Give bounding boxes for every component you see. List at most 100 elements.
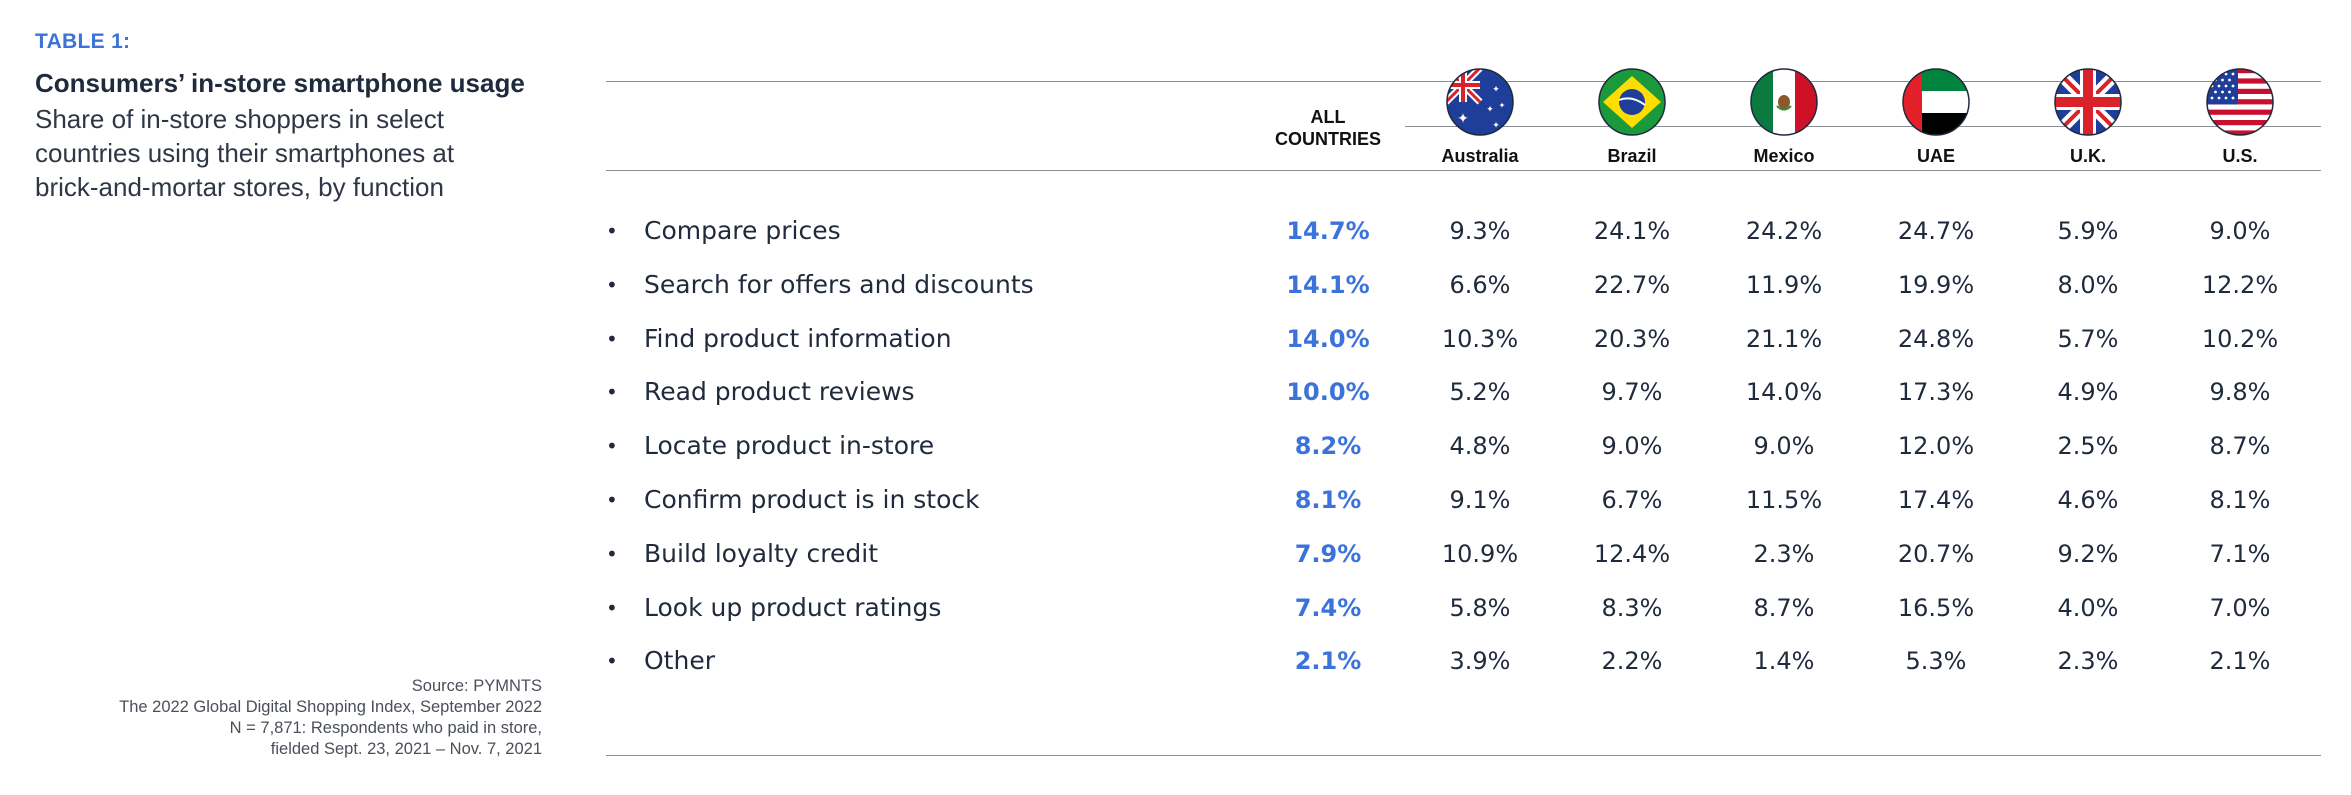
cell-all-countries: 10.0% (1286, 378, 1370, 407)
cell-country-value: 5.3% (1905, 647, 1967, 676)
cell-country-value: 21.1% (1745, 324, 1823, 353)
cell-country-value: 22.7% (1593, 270, 1671, 299)
cell-all-countries: 14.0% (1286, 324, 1370, 353)
svg-text:✦: ✦ (1499, 101, 1506, 110)
cell-country-value: 3.9% (1449, 647, 1511, 676)
brazil-flag-icon (1598, 68, 1666, 136)
cell-country-value: 9.8% (2209, 378, 2271, 407)
row-bullet: • (606, 272, 618, 297)
cell-country-value: 10.3% (1441, 324, 1519, 353)
svg-text:✦: ✦ (1457, 111, 1469, 127)
table-label: TABLE 1: (35, 30, 131, 53)
cell-country-value: 6.7% (1601, 486, 1663, 514)
row-bullet: • (606, 219, 618, 243)
cell-country-value: 24.1% (1593, 217, 1671, 245)
row-label: Look up product ratings (644, 592, 942, 622)
cell-all-countries: 8.2% (1294, 432, 1362, 461)
country-header-us: U.S. (2222, 146, 2258, 166)
cell-country-value: 1.4% (1753, 647, 1815, 676)
cell-country-value: 6.6% (1449, 270, 1511, 299)
cell-country-value: 2.3% (1753, 539, 1815, 568)
cell-country-value: 19.9% (1897, 270, 1975, 299)
source-line: fielded Sept. 23, 2021 – Nov. 7, 2021 (270, 740, 542, 758)
header-bottom-rule (606, 170, 2321, 171)
source-line: The 2022 Global Digital Shopping Index, … (119, 698, 542, 716)
uae-flag-icon (1902, 68, 1970, 136)
uk-flag-icon (2054, 68, 2122, 136)
row-bullet: • (606, 434, 618, 459)
row-label: Compare prices (644, 216, 841, 245)
cell-country-value: 9.7% (1601, 378, 1663, 407)
left-panel: TABLE 1: Consumers’ in-store smartphone … (35, 0, 542, 795)
row-bullet: • (606, 488, 618, 512)
row-bullet: • (606, 541, 618, 566)
country-header-uae: UAE (1916, 146, 1955, 166)
svg-text:✦: ✦ (1492, 121, 1500, 131)
cell-country-value: 8.0% (2057, 270, 2119, 299)
table-bottom-rule (606, 755, 2321, 756)
table-subtitle: Share of in-store shoppers in select cou… (35, 104, 455, 202)
cell-country-value: 5.8% (1449, 593, 1511, 622)
cell-country-value: 7.1% (2209, 539, 2271, 568)
row-bullet: • (606, 595, 618, 620)
cell-country-value: 20.7% (1897, 539, 1975, 568)
cell-country-value: 24.8% (1897, 324, 1975, 353)
cell-country-value: 9.0% (1753, 432, 1815, 461)
row-label: Locate product in-store (644, 431, 935, 461)
cell-country-value: 2.2% (1601, 647, 1663, 676)
australia-flag-icon: ✦ ✦ ✦ ✦ ✦ (1446, 68, 1514, 136)
cell-country-value: 10.9% (1441, 539, 1519, 568)
row-bullet: • (606, 380, 618, 405)
cell-country-value: 14.0% (1745, 378, 1823, 407)
cell-country-value: 2.3% (2057, 647, 2119, 676)
source-line: N = 7,871: Respondents who paid in store… (229, 719, 542, 737)
cell-country-value: 17.4% (1897, 486, 1975, 514)
cell-country-value: 17.3% (1897, 378, 1975, 407)
row-label: Other (644, 646, 715, 676)
cell-country-value: 4.6% (2057, 486, 2119, 514)
cell-country-value: 9.1% (1449, 486, 1511, 514)
cell-country-value: 16.5% (1897, 593, 1975, 622)
cell-country-value: 12.4% (1593, 539, 1671, 568)
cell-country-value: 11.5% (1745, 486, 1823, 514)
cell-country-value: 9.2% (2057, 539, 2119, 568)
cell-country-value: 24.2% (1745, 217, 1823, 245)
cell-country-value: 9.3% (1449, 217, 1511, 245)
svg-text:✦: ✦ (1486, 105, 1494, 115)
cell-country-value: 8.7% (2209, 432, 2271, 461)
cell-country-value: 4.8% (1449, 432, 1511, 461)
row-label: Build loyalty credit (644, 538, 879, 568)
country-header-mexico: Mexico (1753, 146, 1815, 166)
source-note: Source: PYMNTS The 2022 Global Digital S… (22, 676, 542, 760)
country-header-australia: Australia (1441, 146, 1519, 166)
cell-all-countries: 7.4% (1294, 593, 1362, 622)
cell-country-value: 2.5% (2057, 432, 2119, 461)
cell-all-countries: 7.9% (1294, 539, 1362, 568)
cell-country-value: 8.1% (2209, 486, 2271, 514)
cell-country-value: 10.2% (2201, 324, 2279, 353)
us-flag-icon (2206, 68, 2274, 136)
cell-country-value: 8.3% (1601, 593, 1663, 622)
all-countries-header: ALL COUNTRIES (1253, 106, 1403, 150)
cell-country-value: 12.0% (1897, 432, 1975, 461)
cell-country-value: 11.9% (1745, 270, 1823, 299)
country-header-uk: U.K. (2070, 146, 2106, 166)
country-header-brazil: Brazil (1607, 146, 1657, 166)
cell-country-value: 9.0% (2209, 217, 2271, 245)
row-label: Find product information (644, 323, 952, 353)
source-line: Source: PYMNTS (411, 677, 542, 695)
row-label: Confirm product is in stock (644, 485, 980, 514)
cell-country-value: 9.0% (1601, 432, 1663, 461)
cell-country-value: 8.7% (1753, 593, 1815, 622)
cell-country-value: 4.9% (2057, 378, 2119, 407)
svg-text:✦: ✦ (1492, 85, 1500, 95)
cell-country-value: 12.2% (2201, 270, 2279, 299)
cell-country-value: 4.0% (2057, 593, 2119, 622)
cell-country-value: 5.2% (1449, 378, 1511, 407)
mexico-flag-icon (1750, 68, 1818, 136)
row-label: Search for offers and discounts (644, 269, 1034, 299)
cell-country-value: 20.3% (1593, 324, 1671, 353)
cell-all-countries: 14.7% (1286, 217, 1370, 245)
table-title: Consumers’ in-store smartphone usage (35, 68, 525, 98)
cell-all-countries: 14.1% (1286, 270, 1370, 299)
